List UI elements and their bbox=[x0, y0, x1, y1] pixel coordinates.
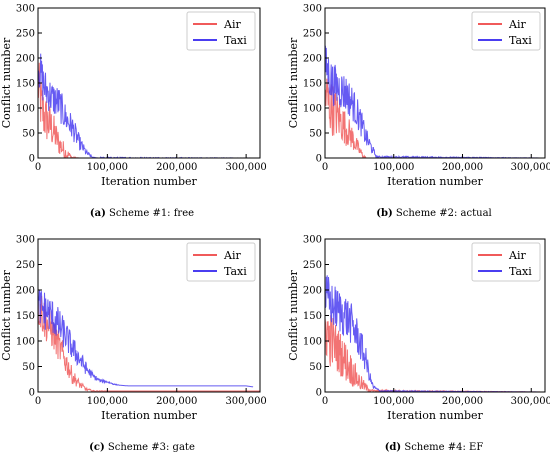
y-tick-label: 50 bbox=[309, 129, 322, 140]
x-tick-label: 100,000 bbox=[373, 162, 414, 173]
y-tick-label: 100 bbox=[16, 104, 35, 115]
y-tick-label: 100 bbox=[303, 104, 322, 115]
legend-label-air: Air bbox=[223, 249, 241, 262]
caption-label: (b) bbox=[376, 208, 392, 219]
y-tick-label: 50 bbox=[22, 362, 35, 373]
caption-text: Scheme #4: EF bbox=[401, 442, 483, 453]
panel-caption: (d) Scheme #4: EF bbox=[385, 442, 484, 453]
x-tick-label: 300,000 bbox=[225, 162, 266, 173]
y-tick-label: 150 bbox=[16, 79, 35, 90]
legend-label-taxi: Taxi bbox=[509, 265, 532, 278]
series-line-air bbox=[38, 286, 260, 392]
series-line-air bbox=[325, 78, 545, 158]
x-tick-label: 200,000 bbox=[156, 162, 197, 173]
caption-text: Scheme #2: actual bbox=[393, 208, 492, 219]
x-tick-label: 200,000 bbox=[442, 396, 483, 407]
y-tick-label: 0 bbox=[316, 154, 322, 165]
y-tick-label: 200 bbox=[303, 54, 322, 65]
y-tick-label: 300 bbox=[16, 4, 35, 15]
legend: Air Taxi bbox=[471, 242, 541, 282]
x-tick-label: 300,000 bbox=[225, 396, 266, 407]
x-tick-label: 300,000 bbox=[511, 162, 550, 173]
caption-label: (a) bbox=[90, 208, 106, 219]
plot-area bbox=[325, 275, 545, 392]
y-tick-label: 250 bbox=[303, 260, 322, 271]
chart-panel-1: 0 50 100 150 200 250 300 0 100,000 200,000 300,000… bbox=[0, 4, 267, 220]
y-tick-label: 300 bbox=[303, 235, 322, 246]
panel-caption: (b) Scheme #2: actual bbox=[376, 208, 492, 219]
legend: Air Taxi bbox=[186, 242, 256, 282]
chart-panel-4: 0 50 100 150 200 250 300 0 100,000 200,000 300,000… bbox=[287, 235, 550, 454]
caption-text: Scheme #3: gate bbox=[105, 442, 195, 453]
y-tick-label: 50 bbox=[309, 362, 322, 373]
caption-label: (d) bbox=[385, 442, 401, 453]
x-tick-label: 100,000 bbox=[87, 396, 128, 407]
y-tick-label: 300 bbox=[16, 235, 35, 246]
y-tick-label: 200 bbox=[16, 54, 35, 65]
legend: Air Taxi bbox=[186, 11, 256, 51]
caption-label: (c) bbox=[89, 442, 105, 453]
y-tick-label: 150 bbox=[303, 79, 322, 90]
x-axis-label: Iteration number bbox=[101, 175, 197, 188]
y-axis-label: Conflict number bbox=[287, 37, 300, 128]
x-axis-label: Iteration number bbox=[387, 409, 483, 422]
y-tick-label: 200 bbox=[16, 286, 35, 297]
y-tick-label: 0 bbox=[316, 388, 322, 399]
chart-panel-3: 0 50 100 150 200 250 300 0 100,000 200,000 300,000… bbox=[0, 235, 267, 454]
x-tick-label: 100,000 bbox=[87, 162, 128, 173]
y-axis-label: Conflict number bbox=[0, 37, 13, 128]
legend-label-air: Air bbox=[508, 18, 526, 31]
y-tick-label: 100 bbox=[16, 337, 35, 348]
series-line-taxi bbox=[38, 53, 260, 158]
x-axis-label: Iteration number bbox=[387, 175, 483, 188]
y-tick-label: 0 bbox=[29, 388, 35, 399]
y-tick-label: 150 bbox=[303, 311, 322, 322]
y-axis-label: Conflict number bbox=[0, 270, 13, 361]
x-tick-label: 0 bbox=[322, 396, 328, 407]
x-tick-label: 200,000 bbox=[156, 396, 197, 407]
y-axis-label: Conflict number bbox=[287, 270, 300, 361]
legend-label-taxi: Taxi bbox=[224, 265, 247, 278]
y-tick-label: 50 bbox=[22, 129, 35, 140]
series-line-taxi bbox=[38, 290, 254, 388]
series-line-air bbox=[325, 315, 545, 392]
x-tick-label: 0 bbox=[35, 162, 41, 173]
legend-label-air: Air bbox=[223, 18, 241, 31]
legend: Air Taxi bbox=[471, 11, 541, 51]
plot-area bbox=[38, 53, 260, 158]
x-axis-label: Iteration number bbox=[101, 409, 197, 422]
x-tick-label: 200,000 bbox=[442, 162, 483, 173]
y-tick-label: 0 bbox=[29, 154, 35, 165]
x-tick-label: 100,000 bbox=[373, 396, 414, 407]
panel-caption: (a) Scheme #1: free bbox=[90, 208, 194, 219]
chart-panel-2: 0 50 100 150 200 250 300 0 100,000 200,000 300,000… bbox=[287, 4, 550, 220]
y-tick-label: 250 bbox=[303, 29, 322, 40]
x-tick-label: 300,000 bbox=[511, 396, 550, 407]
y-tick-label: 100 bbox=[303, 337, 322, 348]
series-line-air bbox=[38, 62, 260, 158]
plot-area bbox=[38, 286, 260, 392]
y-tick-label: 150 bbox=[16, 311, 35, 322]
legend-label-taxi: Taxi bbox=[509, 34, 532, 47]
legend-label-taxi: Taxi bbox=[224, 34, 247, 47]
y-tick-label: 200 bbox=[303, 286, 322, 297]
x-tick-label: 0 bbox=[322, 162, 328, 173]
legend-label-air: Air bbox=[508, 249, 526, 262]
series-line-taxi bbox=[325, 275, 545, 392]
y-tick-label: 300 bbox=[303, 4, 322, 15]
plot-area bbox=[325, 45, 545, 158]
y-tick-label: 250 bbox=[16, 260, 35, 271]
caption-text: Scheme #1: free bbox=[106, 208, 194, 219]
y-tick-label: 250 bbox=[16, 29, 35, 40]
x-tick-label: 0 bbox=[35, 396, 41, 407]
panel-caption: (c) Scheme #3: gate bbox=[89, 442, 195, 453]
